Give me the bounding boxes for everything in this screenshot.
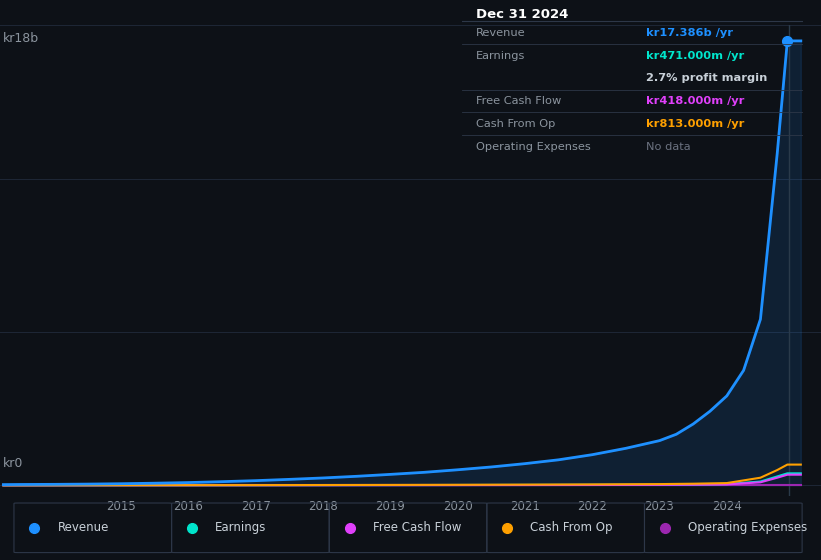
Text: Operating Expenses: Operating Expenses: [476, 142, 590, 152]
Text: Cash From Op: Cash From Op: [530, 521, 612, 534]
Text: Earnings: Earnings: [215, 521, 267, 534]
Text: No data: No data: [646, 142, 690, 152]
Text: Revenue: Revenue: [57, 521, 109, 534]
Text: kr813.000m /yr: kr813.000m /yr: [646, 119, 745, 129]
Text: kr418.000m /yr: kr418.000m /yr: [646, 96, 745, 106]
Text: kr0: kr0: [2, 457, 23, 470]
Text: Earnings: Earnings: [476, 50, 525, 60]
Text: Dec 31 2024: Dec 31 2024: [476, 8, 568, 21]
Text: kr18b: kr18b: [2, 32, 39, 45]
Text: kr471.000m /yr: kr471.000m /yr: [646, 50, 745, 60]
Text: Revenue: Revenue: [476, 28, 525, 38]
Text: Operating Expenses: Operating Expenses: [688, 521, 807, 534]
Text: Free Cash Flow: Free Cash Flow: [476, 96, 561, 106]
Text: Cash From Op: Cash From Op: [476, 119, 555, 129]
Text: 2.7% profit margin: 2.7% profit margin: [646, 73, 768, 83]
Text: kr17.386b /yr: kr17.386b /yr: [646, 28, 733, 38]
Text: Free Cash Flow: Free Cash Flow: [373, 521, 461, 534]
